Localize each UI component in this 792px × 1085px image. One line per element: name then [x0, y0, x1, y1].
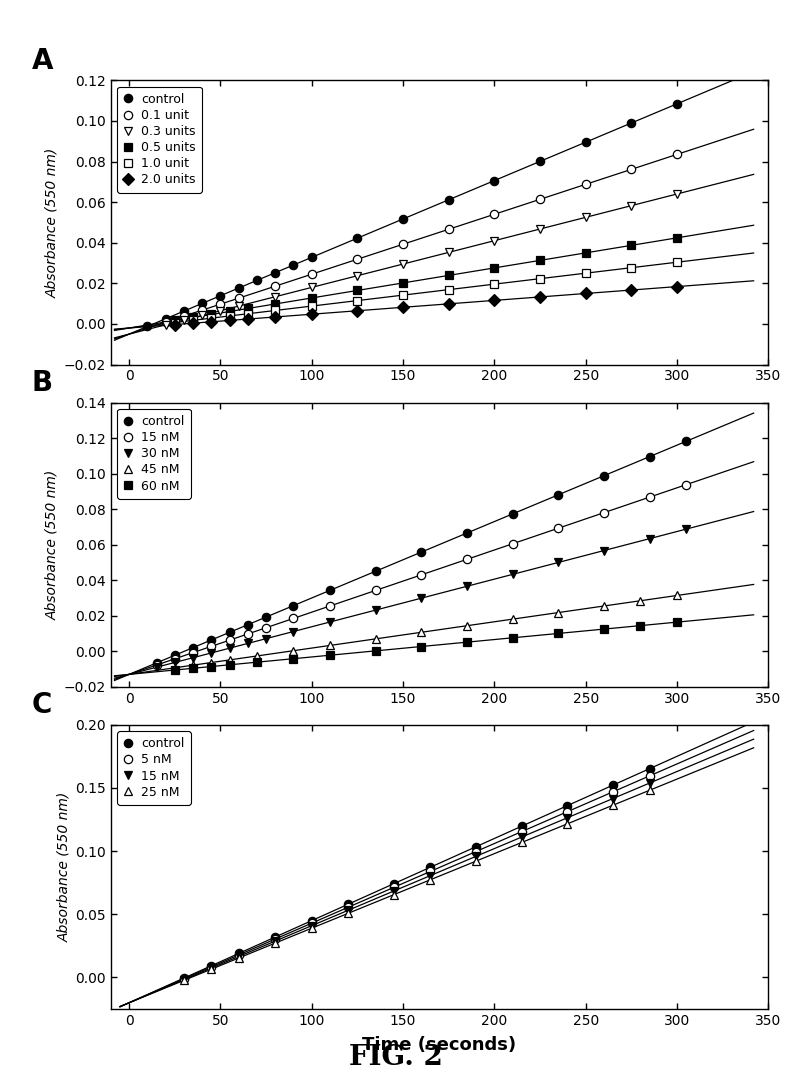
Text: B: B — [32, 369, 53, 397]
Legend: control, 0.1 unit, 0.3 units, 0.5 units, 1.0 unit, 2.0 units: control, 0.1 unit, 0.3 units, 0.5 units,… — [117, 87, 202, 193]
Text: A: A — [32, 47, 54, 75]
Legend: control, 5 nM, 15 nM, 25 nM: control, 5 nM, 15 nM, 25 nM — [117, 731, 191, 805]
Legend: control, 15 nM, 30 nM, 45 nM, 60 nM: control, 15 nM, 30 nM, 45 nM, 60 nM — [117, 409, 191, 499]
Y-axis label: Absorbance (550 nm): Absorbance (550 nm) — [57, 792, 71, 942]
Y-axis label: Absorbance (550 nm): Absorbance (550 nm) — [46, 148, 59, 297]
Text: C: C — [32, 691, 52, 719]
Y-axis label: Absorbance (550 nm): Absorbance (550 nm) — [46, 470, 59, 620]
Text: FIG. 2: FIG. 2 — [349, 1045, 443, 1071]
X-axis label: Time (seconds): Time (seconds) — [363, 1036, 516, 1055]
